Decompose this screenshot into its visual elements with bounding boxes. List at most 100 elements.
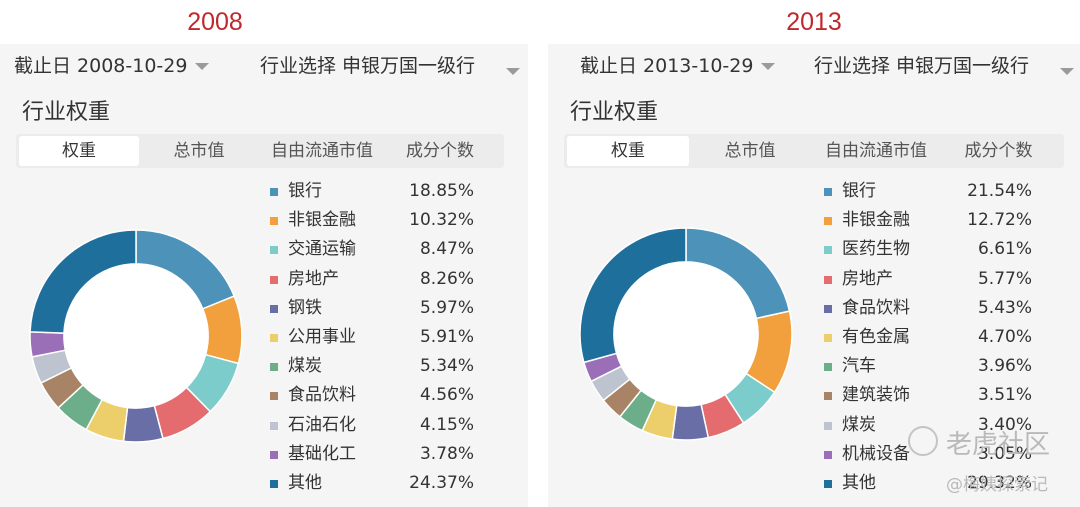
legend-item[interactable]: 其他 29.32% [824,469,1034,498]
legend-item[interactable]: 非银金融 12.72% [824,206,1034,235]
header-row: 截止日 2008-10-29 行业选择 申银万国一级行 [0,51,528,79]
watermark-logo-icon [908,426,938,456]
tab-bar: 权重 总市值 自由流通市值 成分个数 [564,134,1064,168]
donut-hole [63,263,209,409]
legend-item[interactable]: 房地产 8.26% [270,265,480,294]
legend-label: 汽车 [842,356,876,377]
legend-swatch [270,421,278,430]
section-title: 行业权重 [570,100,659,125]
tab-constituent-count[interactable]: 成分个数 [964,141,1033,161]
legend-label: 食品饮料 [842,297,910,318]
legend-label: 银行 [842,181,876,201]
legend-value: 3.40% [977,414,1032,435]
industry-selector[interactable]: 行业选择 申银万国一级行 [260,51,475,78]
legend-value: 4.70% [977,327,1032,347]
industry-selector-label: 行业选择 申银万国一级行 [260,55,476,77]
legend-swatch [824,275,832,284]
legend-label: 其他 [842,473,876,493]
legend-item[interactable]: 非银金融 10.32% [270,206,480,235]
legend-value: 8.47% [419,239,474,260]
legend-item[interactable]: 交通运输 8.47% [270,235,480,264]
legend-label: 建筑装饰 [842,385,910,406]
legend-item[interactable]: 食品饮料 4.56% [270,381,480,410]
legend-item[interactable]: 汽车 3.96% [824,352,1034,381]
legend-label: 非银金融 [842,210,910,231]
legend-swatch [824,246,832,255]
legend-item[interactable]: 煤炭 5.34% [270,352,480,381]
chevron-down-icon[interactable] [506,68,520,75]
legend-item[interactable]: 银行 21.54% [824,177,1034,206]
legend-item[interactable]: 食品饮料 5.43% [824,294,1034,323]
legend-value: 5.77% [977,268,1032,289]
chevron-down-icon[interactable] [1060,68,1074,75]
date-selector-label: 截止日 2008-10-29 [14,55,188,77]
legend-label: 房地产 [842,268,893,289]
legend-item[interactable]: 石油石化 4.15% [270,411,480,440]
legend-item[interactable]: 有色金属 4.70% [824,323,1034,352]
legend-label: 机械设备 [842,443,910,464]
tab-free-float-market-cap[interactable]: 自由流通市值 [271,141,373,161]
chevron-down-icon [195,63,210,70]
legend-swatch [270,188,278,196]
legend-swatch [824,480,832,488]
legend-item[interactable]: 建筑装饰 3.51% [824,381,1034,410]
legend-item[interactable]: 医药生物 6.61% [824,235,1034,264]
legend-value: 5.91% [419,327,474,347]
legend-label: 非银金融 [288,210,356,231]
donut-slice[interactable] [579,227,687,364]
tab-constituent-count[interactable]: 成分个数 [406,141,474,161]
date-selector-label: 截止日 2013-10-29 [580,55,754,77]
legend-item[interactable]: 其他 24.37% [270,469,480,498]
legend-item[interactable]: 房地产 5.77% [824,265,1034,294]
legend-swatch [270,334,278,342]
legend-item[interactable]: 公用事业 5.91% [270,323,480,352]
tab-total-market-cap[interactable]: 总市值 [173,141,225,161]
donut-slice[interactable] [671,403,710,441]
tab-total-market-cap[interactable]: 总市值 [724,141,776,161]
date-selector[interactable]: 截止日 2013-10-29 [580,51,776,78]
legend-value: 10.32% [409,210,474,231]
watermark-text: 老虎社区 [946,430,1051,460]
legend-value: 6.61% [977,239,1032,260]
legend-label: 房地产 [288,268,339,289]
donut-chart [579,227,793,441]
legend-value: 3.05% [977,443,1032,464]
tab-weight[interactable]: 权重 [19,136,139,166]
legend-swatch [270,275,278,284]
tab-weight[interactable]: 权重 [567,136,689,166]
legend-value: 29.32% [967,473,1032,493]
industry-selector-label: 行业选择 申银万国一级行 [814,55,1030,77]
year-title-left: 2008 [187,8,243,36]
legend-swatch [824,363,832,372]
legend-value: 24.37% [409,473,474,493]
legend-swatch [270,246,278,255]
legend-item[interactable]: 煤炭 3.40% [824,411,1034,440]
watermark-handle: @梅姨探索记 [946,475,1048,495]
legend-value: 8.26% [419,268,474,289]
legend-swatch [270,363,278,372]
legend-value: 5.34% [419,356,474,377]
legend-value: 4.15% [419,414,474,435]
legend-value: 3.51% [977,385,1032,406]
legend-value: 12.72% [967,210,1032,231]
tab-free-float-market-cap[interactable]: 自由流通市值 [825,141,927,161]
legend-swatch [270,217,278,226]
legend-item[interactable]: 银行 18.85% [270,177,480,206]
section-title: 行业权重 [22,100,111,125]
date-selector[interactable]: 截止日 2008-10-29 [14,51,210,78]
legend-item[interactable]: 机械设备 3.05% [824,440,1034,469]
legend-item[interactable]: 钢铁 5.97% [270,294,480,323]
legend-value: 5.43% [977,297,1032,318]
legend-label: 有色金属 [842,327,910,347]
legend-swatch [270,480,278,488]
legend-value: 5.97% [419,297,474,318]
legend-label: 医药生物 [842,239,910,260]
legend-label: 交通运输 [288,239,356,260]
legend-item[interactable]: 基础化工 3.78% [270,440,480,469]
legend-swatch [824,450,832,459]
donut-slice[interactable] [201,295,243,365]
legend-value: 3.96% [977,356,1032,377]
industry-selector[interactable]: 行业选择 申银万国一级行 [814,51,1029,78]
chevron-down-icon [761,63,776,70]
legend-label: 煤炭 [842,414,876,435]
